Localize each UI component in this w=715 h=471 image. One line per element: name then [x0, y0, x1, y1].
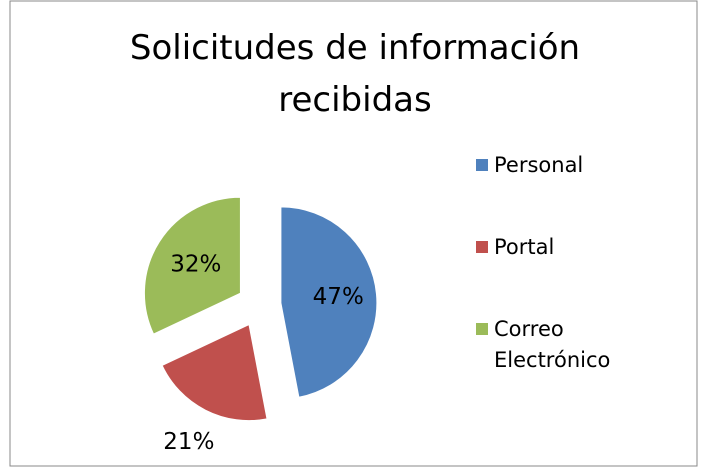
pie-slice: [161, 323, 268, 422]
pie-slice: [280, 206, 378, 398]
legend-swatch: [476, 159, 488, 171]
data-label: 21%: [163, 429, 214, 455]
legend-swatch: [476, 323, 488, 335]
chart-border: [9, 0, 698, 467]
data-label: 32%: [170, 251, 221, 277]
legend-swatch: [476, 241, 488, 253]
legend-label: Portal: [494, 235, 555, 259]
pie-slice: [143, 196, 241, 335]
chart-title: Solicitudes de información recibidas: [129, 28, 581, 120]
data-label: 47%: [313, 284, 364, 310]
legend-label: Personal: [494, 153, 584, 177]
legend-label: Correo Electrónico: [494, 317, 611, 372]
